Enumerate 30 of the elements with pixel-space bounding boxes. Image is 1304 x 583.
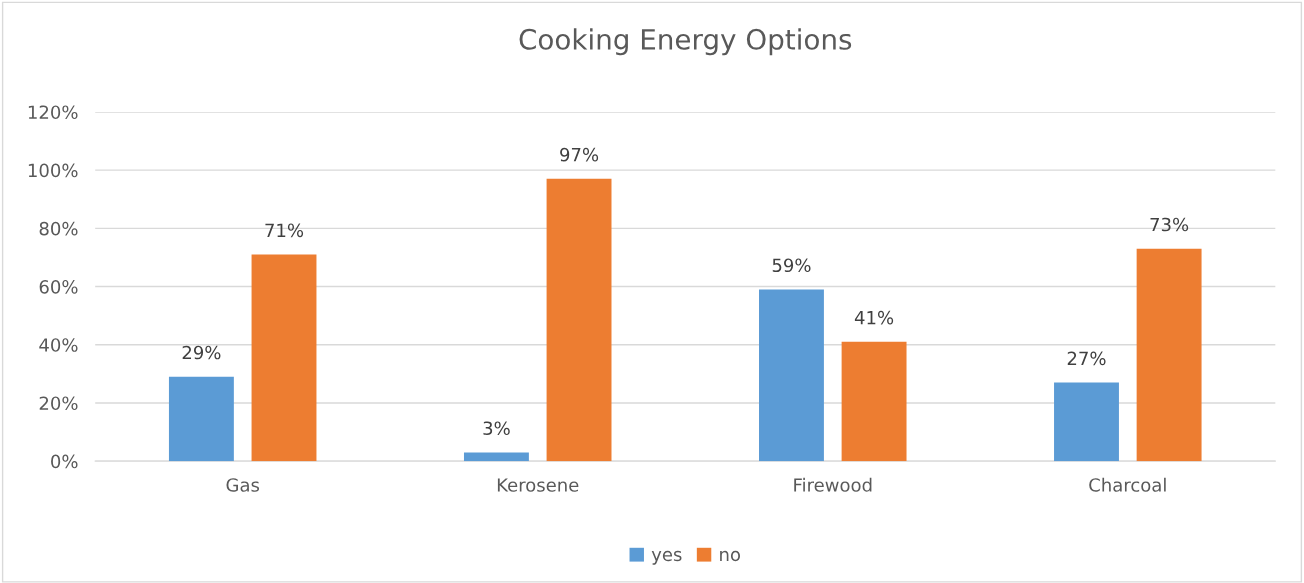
- bar: [463, 452, 529, 462]
- legend-label: no: [720, 550, 740, 562]
- y-tick-label: 80%: [39, 221, 78, 236]
- y-tick-label: 40%: [39, 338, 78, 352]
- data-label: 3%: [483, 421, 510, 436]
- x-tick-label: Kerosene: [497, 478, 579, 492]
- data-label: 73%: [1150, 217, 1189, 232]
- data-label: 97%: [560, 147, 599, 162]
- data-label: 41%: [854, 310, 894, 325]
- y-tick-label: 20%: [39, 396, 78, 411]
- chart-title: Cooking Energy Options: [519, 28, 852, 56]
- y-tick-label: 60%: [39, 280, 78, 294]
- data-label: 27%: [1067, 351, 1106, 366]
- y-tick-label: 120%: [28, 105, 78, 120]
- x-tick-label: Firewood: [794, 477, 872, 492]
- data-label: 59%: [772, 258, 811, 273]
- bar: [759, 289, 824, 462]
- data-label: 29%: [182, 345, 221, 360]
- legend-label: yes: [651, 550, 682, 565]
- bar: [1136, 248, 1202, 462]
- bar: [168, 376, 234, 462]
- bar: [546, 178, 612, 462]
- bar: [251, 254, 317, 462]
- bar: [841, 341, 907, 462]
- x-tick-label: Charcoal: [1089, 477, 1166, 492]
- y-tick-label: 100%: [28, 163, 78, 178]
- x-tick-label: Gas: [226, 478, 260, 492]
- bar: [1054, 382, 1119, 462]
- y-tick-label: 0%: [51, 454, 78, 469]
- data-label: 71%: [265, 223, 304, 238]
